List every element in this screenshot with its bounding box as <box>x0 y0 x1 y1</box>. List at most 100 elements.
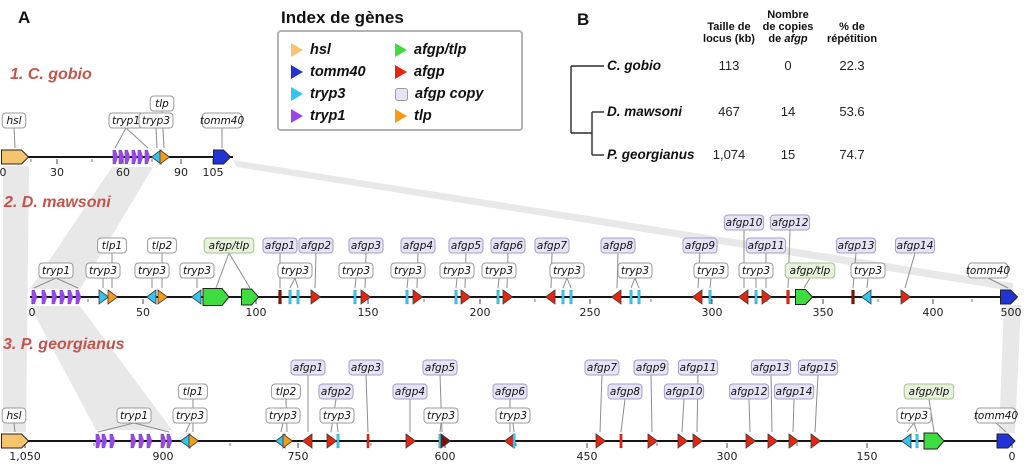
hsl-gene-marker <box>1 433 30 449</box>
locus-track-2: 0 50 100 150 200 250 300 350 400 500 afgp10 afgp12 t… <box>29 214 1022 319</box>
gene-label-box <box>38 262 74 279</box>
afgp11-gene-marker <box>692 433 704 449</box>
gene-label-box <box>179 262 215 279</box>
afgp4-gene-marker <box>405 433 417 449</box>
tryp1-gene-marker <box>131 149 138 165</box>
gene-label-afgp7: afgp7 <box>587 362 617 374</box>
header-line: Nombre <box>767 9 809 21</box>
label-leader <box>787 229 791 289</box>
gene-label-tlp1: tlp1 <box>102 240 122 252</box>
gene-label-tomm40: tomm40 <box>974 410 1019 422</box>
gene-label-afgp2: afgp2 <box>321 386 351 398</box>
tryp1-synteny-band-1-2 <box>30 167 153 289</box>
tryp3-gene-marker <box>561 289 565 305</box>
afgp12-gene-marker <box>786 289 790 305</box>
afgp13-gene-marker <box>767 433 779 449</box>
afgp_copy-legend-box-icon <box>395 87 408 101</box>
tryp1-gene-marker <box>59 289 66 305</box>
tryp3-gene-marker <box>405 289 409 305</box>
gene-label-box <box>750 359 792 376</box>
axis-tick-label: 400 <box>923 306 944 319</box>
legend-item-label: hsl <box>310 42 331 58</box>
gene-label-tryp3: tryp3 <box>394 265 422 277</box>
afgp8-gene-marker <box>619 433 623 449</box>
gene-label-afgp7: afgp7 <box>537 240 567 252</box>
gene-label-box <box>896 407 932 424</box>
tomm40-gene-marker <box>1000 289 1019 305</box>
gene-label-box <box>318 383 354 400</box>
header-line: Taille de <box>707 21 751 33</box>
gene-label-box <box>134 262 170 279</box>
label-leader <box>314 252 317 289</box>
gene-label-tryp3: tryp3 <box>499 410 527 422</box>
locus-track-1: 0 30 60 90 105 hsl tryp1 tryp3 tlp tomm40 <box>0 95 244 179</box>
label-leader <box>354 277 357 289</box>
gene-label-box <box>769 214 811 231</box>
label-leader <box>650 374 653 433</box>
gene-label-tryp3: tryp3 <box>427 410 455 422</box>
tryp3-gene-marker <box>353 289 357 305</box>
afgp-tlp-gene-marker <box>795 289 814 305</box>
hsl-synteny-band <box>3 166 29 432</box>
tlp-legend-arrow-icon <box>395 109 407 123</box>
gene-label-tryp1: tryp1 <box>112 115 140 127</box>
col-header-afgp-copies: Nombre de copies de afgp <box>763 9 814 45</box>
tlp2-gene-marker <box>282 433 294 449</box>
tryp3-gene-marker <box>190 289 202 305</box>
label-leader <box>336 422 339 433</box>
tryp3-gene-marker <box>915 433 919 449</box>
gene-label-box <box>633 359 669 376</box>
legend-item-afgp_tlp: afgp/tlp <box>395 39 521 61</box>
gene-label-afgp11: afgp11 <box>680 362 717 374</box>
gene-label-box <box>400 237 436 254</box>
label-leader <box>562 277 568 289</box>
tryp3-gene-marker <box>150 149 162 165</box>
gene-label-box <box>894 237 936 254</box>
label-leader <box>709 277 712 289</box>
tryp3-gene-marker <box>569 289 573 305</box>
axis-tick-label: 350 <box>813 306 834 319</box>
label-leader <box>155 127 158 149</box>
axis-tick-label: 600 <box>435 450 456 463</box>
label-leader <box>294 277 299 289</box>
gene-label-box <box>738 262 774 279</box>
afgp-legend-arrow-icon <box>395 65 407 79</box>
tryp1-gene-marker <box>160 433 167 449</box>
axis-tick-label: 90 <box>174 166 188 179</box>
gene-label-tryp3: tryp3 <box>742 265 770 277</box>
tomm40-synteny-band-2-3 <box>999 305 1021 433</box>
tryp3-gene-marker <box>296 289 300 305</box>
axis-tick-label: 750 <box>288 450 309 463</box>
gene-label-box <box>773 383 815 400</box>
gene-label-tryp3: tryp3 <box>342 265 370 277</box>
gene-label-box <box>693 262 729 279</box>
legend-item-label: tryp1 <box>310 108 346 124</box>
gene-label-box <box>1 112 27 129</box>
afgp5-gene-marker <box>460 289 472 305</box>
gene-label-afgp3: afgp3 <box>351 240 381 252</box>
legend-item-hsl: hsl <box>291 39 395 61</box>
label-leader <box>866 277 869 289</box>
legend-item-afgp: afgp <box>395 61 521 83</box>
gene-label-box <box>338 262 374 279</box>
tomm40-connector-1-2 <box>233 160 1013 291</box>
tryp1-gene-marker <box>31 289 38 305</box>
axis-tick-label: 150 <box>358 306 379 319</box>
gene-label-box <box>348 237 384 254</box>
gene-label-box <box>723 214 765 231</box>
label-leader <box>280 422 284 433</box>
gene-label-box <box>203 237 255 254</box>
axis-tick-label: 0 <box>1009 450 1016 463</box>
species-name: P. georgianus <box>607 147 695 162</box>
afgp13-gene-marker <box>851 289 855 305</box>
hsl-gene-marker <box>1 149 30 165</box>
afgp9-gene-marker <box>691 289 703 305</box>
legend-item-tryp3: tryp3 <box>291 83 395 105</box>
label-leader <box>114 127 127 149</box>
locus-size-value: 467 <box>718 104 740 119</box>
tryp3-gene-marker <box>900 433 912 449</box>
afgp14-gene-marker <box>900 289 912 305</box>
